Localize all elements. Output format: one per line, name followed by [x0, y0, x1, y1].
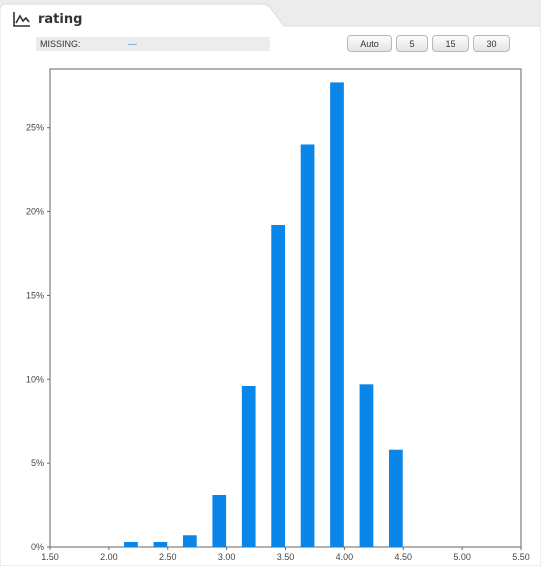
y-tick-label: 15%: [26, 290, 44, 300]
y-tick-label: 0%: [31, 542, 44, 552]
x-axis: 1.50 2.00 2.50 3.00 3.50 4.00 4.50 5.00 5.50: [41, 547, 530, 562]
x-tick-label: 2.50: [159, 552, 177, 562]
y-tick-label: 20%: [26, 207, 44, 217]
x-tick-label: 3.00: [218, 552, 236, 562]
x-tick-label: 4.00: [336, 552, 354, 562]
panel-header: rating: [12, 8, 82, 30]
bars-group: [124, 82, 403, 547]
bins-5-button[interactable]: 5: [396, 35, 428, 52]
y-tick-label: 25%: [26, 123, 44, 133]
x-tick-label: 3.50: [277, 552, 295, 562]
histogram-bar: [182, 535, 197, 547]
x-tick-label: 4.50: [394, 552, 412, 562]
histogram-bar: [271, 224, 285, 547]
missing-label: MISSING:: [40, 39, 81, 49]
bin-count-buttons: Auto 5 15 30: [347, 35, 510, 52]
panel-title: rating: [38, 11, 83, 27]
y-tick-label: 10%: [26, 374, 44, 384]
histogram-bar: [153, 541, 168, 547]
histogram-bar: [300, 144, 315, 547]
histogram-bar: [389, 449, 403, 547]
histogram-bar: [124, 541, 138, 547]
missing-row: MISSING: ---: [36, 37, 270, 51]
histogram-bar: [212, 495, 227, 547]
auto-bins-button[interactable]: Auto: [347, 35, 392, 52]
histogram-bar: [330, 82, 344, 547]
y-tick-label: 5%: [31, 458, 44, 468]
x-tick-label: 2.00: [100, 552, 118, 562]
x-tick-label: 5.50: [512, 552, 530, 562]
line-chart-icon: [13, 12, 30, 27]
plot-frame: [49, 68, 522, 548]
y-axis: 0% 5% 10% 15% 20% 25%: [26, 123, 50, 552]
histogram-bar: [241, 385, 256, 547]
x-tick-label: 1.50: [41, 552, 59, 562]
bins-15-button[interactable]: 15: [432, 35, 469, 52]
bins-30-button[interactable]: 30: [473, 35, 510, 52]
missing-value: ---: [128, 39, 137, 49]
histogram-bar: [359, 384, 374, 547]
x-tick-label: 5.00: [453, 552, 471, 562]
